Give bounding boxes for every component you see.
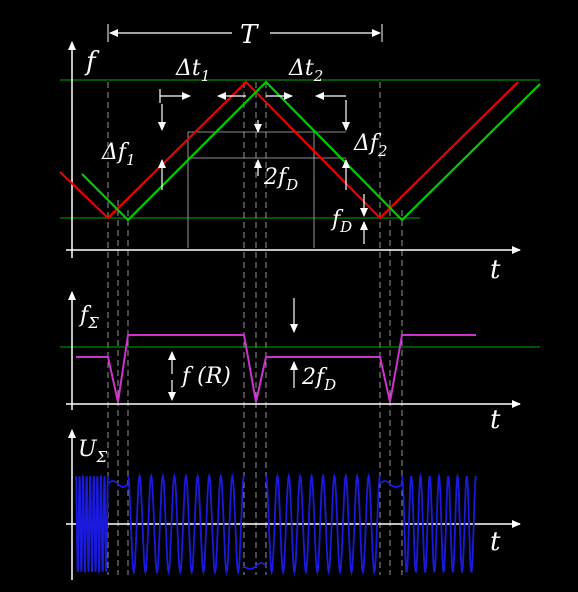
transmitted-signal — [60, 82, 518, 218]
f-r-label: f (R) — [180, 364, 231, 389]
t-axis-label-mid: t — [490, 405, 501, 435]
received-signal — [82, 82, 540, 220]
dt1-arrows — [160, 89, 246, 103]
two-fd-label-mid: 2fD — [301, 365, 336, 394]
guide-lines — [188, 132, 346, 248]
dt1-label: Δt1 — [175, 56, 210, 85]
t-axis-label-bottom: t — [490, 527, 501, 557]
beat-frequency — [76, 335, 476, 402]
two-fd-label: 2fD — [263, 165, 298, 194]
t-axis-label-top: t — [490, 255, 501, 285]
u-sigma-label: UΣ — [78, 437, 108, 466]
beat-panel: fΣ f (R) 2fD t — [60, 292, 540, 435]
f-sigma-label: fΣ — [78, 303, 99, 332]
f-axis-label: f — [84, 47, 100, 77]
df2-label: Δf2 — [353, 131, 388, 160]
fd-label: fD — [330, 207, 352, 236]
period-label: T — [240, 20, 259, 50]
df1-label: Δf1 — [101, 140, 136, 169]
signal-panel: UΣ t — [66, 430, 520, 580]
dt2-label: Δt2 — [288, 56, 323, 85]
